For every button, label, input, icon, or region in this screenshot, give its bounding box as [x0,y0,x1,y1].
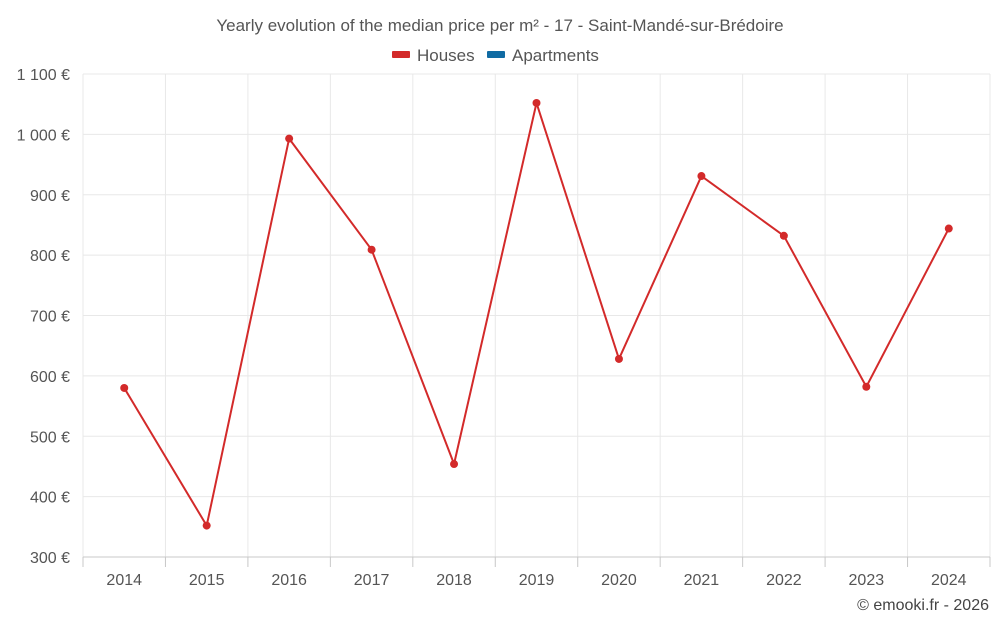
y-tick-label: 1 000 € [17,127,70,144]
data-point-houses[interactable] [367,245,376,254]
y-tick-label: 500 € [30,429,70,446]
y-tick-label: 900 € [30,188,70,205]
x-axis-labels: 2014 2015 2016 2017 2018 2019 2020 2021 2022 2023… [82,557,991,589]
y-tick-label: 700 € [30,309,70,326]
series-houses [120,98,953,530]
y-tick-label: 800 € [30,248,70,265]
legend-swatch-apartments [487,51,505,58]
y-axis-labels: 300 € 400 € 500 € 600 € 700 € 800 € 900 € 1 000… [17,67,70,567]
y-tick-label: 400 € [30,490,70,507]
y-tick-label: 1 100 € [17,67,70,84]
data-point-houses[interactable] [697,172,706,181]
x-tick-label: 2017 [354,572,390,589]
y-tick-label: 600 € [30,369,70,386]
legend-item-houses[interactable]: Houses [392,46,475,65]
legend-label-apartments: Apartments [512,46,599,65]
x-tick-label: 2019 [519,572,555,589]
legend-swatch-houses [392,51,410,58]
x-tick-label: 2022 [766,572,802,589]
data-point-houses[interactable] [120,383,129,392]
x-tick-label: 2016 [271,572,307,589]
legend: Houses Apartments [392,46,599,65]
x-tick-label: 2014 [106,572,142,589]
data-point-houses[interactable] [779,231,788,240]
x-tick-label: 2024 [931,572,967,589]
y-tick-label: 300 € [30,550,70,567]
x-tick-label: 2021 [684,572,720,589]
chart-title: Yearly evolution of the median price per… [216,16,783,35]
data-point-houses[interactable] [614,354,623,363]
data-point-houses[interactable] [944,224,953,233]
x-tick-label: 2023 [849,572,885,589]
data-point-houses[interactable] [862,382,871,391]
data-point-houses[interactable] [532,98,541,107]
legend-item-apartments[interactable]: Apartments [487,46,599,65]
x-tick-label: 2020 [601,572,637,589]
data-point-houses[interactable] [285,134,294,143]
x-tick-label: 2015 [189,572,225,589]
grid [82,73,991,557]
legend-label-houses: Houses [417,46,475,65]
credit-text: © emooki.fr - 2026 [857,597,989,614]
data-point-houses[interactable] [450,460,459,469]
data-point-houses[interactable] [202,521,211,530]
x-tick-label: 2018 [436,572,472,589]
